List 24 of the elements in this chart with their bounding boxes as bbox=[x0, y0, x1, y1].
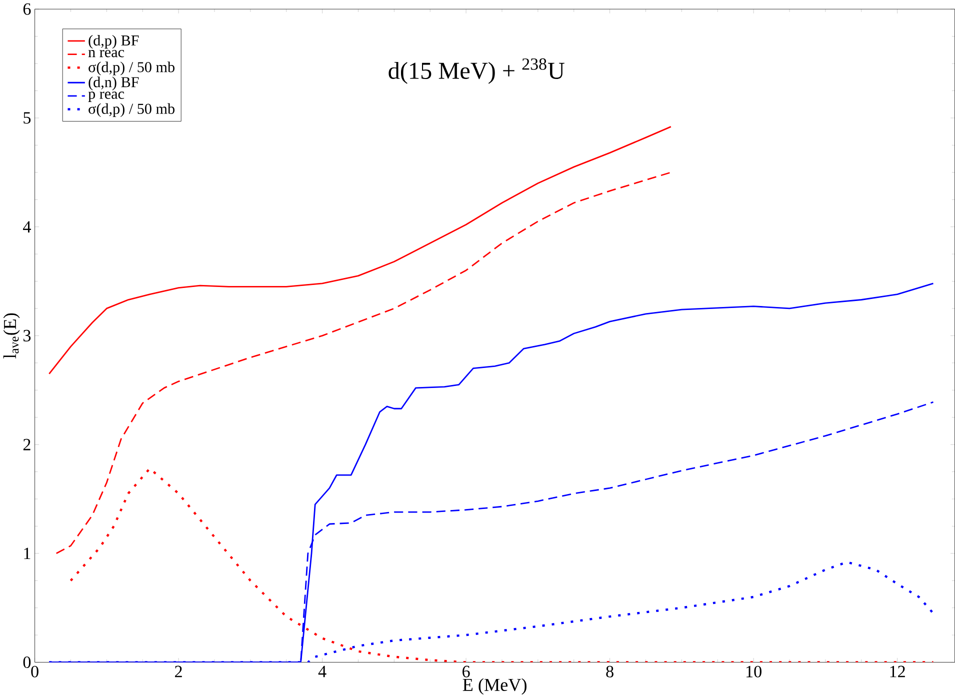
annotation: d(15 MeV) + $^{238}$U bbox=[388, 58, 564, 84]
legend-label: (d,p) BF bbox=[88, 34, 139, 49]
line-series bbox=[56, 172, 672, 554]
legend-label: σ(d,p) / 50 mb bbox=[88, 62, 174, 76]
x-tick-label: 8 bbox=[606, 666, 614, 678]
x-tick-label: 12 bbox=[890, 666, 905, 678]
legend-label: n reac bbox=[88, 50, 124, 58]
y-tick-label: 3 bbox=[24, 330, 31, 342]
y-tick-label: 0 bbox=[23, 656, 31, 668]
legend-label: p reac bbox=[88, 92, 124, 102]
x-tick-label: 4 bbox=[318, 666, 326, 678]
y-tick-label: 1 bbox=[24, 548, 30, 560]
legend-label: (d,n) BF bbox=[88, 76, 139, 90]
y-tick-label: 6 bbox=[23, 3, 31, 15]
x-tick-label: 10 bbox=[746, 666, 762, 678]
x-tick-label: 6 bbox=[462, 666, 470, 678]
y-tick-label: 4 bbox=[23, 221, 31, 232]
x-tick-label: 0 bbox=[31, 666, 38, 678]
x-axis-title: E (MeV) bbox=[462, 678, 526, 695]
y-tick-label: 5 bbox=[24, 112, 31, 124]
x-tick-label: 2 bbox=[175, 666, 182, 678]
y-axis-title: l$_{ave}$(E) bbox=[3, 313, 20, 358]
y-tick-label: 2 bbox=[23, 438, 30, 450]
legend-label: σ(d,p) / 50 mb bbox=[88, 103, 174, 117]
